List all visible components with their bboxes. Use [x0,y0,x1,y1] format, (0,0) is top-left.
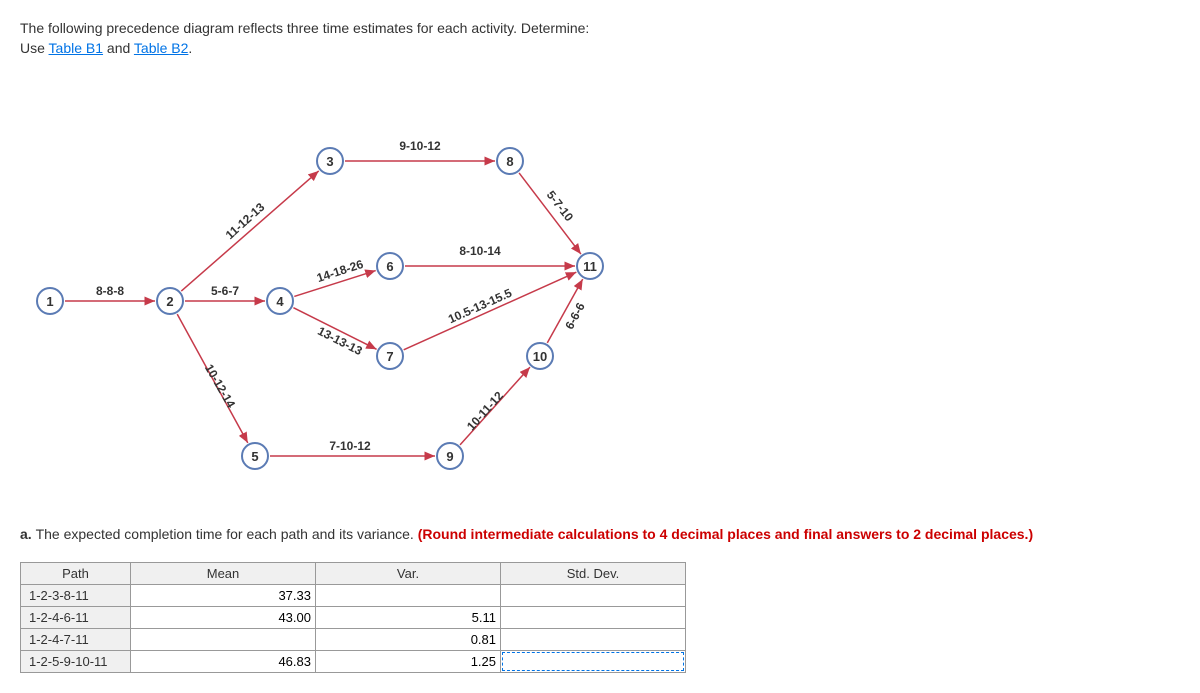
node-7: 7 [376,342,404,370]
col-header: Var. [316,563,501,585]
std-cell[interactable] [501,585,686,607]
edge-label-6-11: 8-10-14 [459,244,500,258]
edge-label-2-4: 5-6-7 [211,284,239,298]
path-cell: 1-2-3-8-11 [21,585,131,607]
var-cell[interactable] [316,585,501,607]
node-11: 11 [576,252,604,280]
table-row: 1-2-4-6-11 [21,607,686,629]
var-input[interactable] [316,585,500,606]
edges-svg [20,96,720,496]
part-a-text: a. The expected completion time for each… [20,526,1180,542]
results-table: PathMeanVar.Std. Dev. 1-2-3-8-111-2-4-6-… [20,562,686,673]
std-input[interactable] [501,585,685,606]
var-input[interactable] [316,607,500,628]
table-row: 1-2-3-8-11 [21,585,686,607]
std-input[interactable] [501,607,685,628]
std-cell[interactable] [501,607,686,629]
node-2: 2 [156,287,184,315]
mean-input[interactable] [131,629,315,650]
path-cell: 1-2-4-6-11 [21,607,131,629]
mean-cell[interactable] [131,607,316,629]
std-cell[interactable] [501,629,686,651]
std-input[interactable] [501,629,685,650]
mean-cell[interactable] [131,629,316,651]
question-line-1: The following precedence diagram reflect… [20,20,1180,36]
edge-label-5-9: 7-10-12 [329,439,370,453]
col-header: Std. Dev. [501,563,686,585]
node-8: 8 [496,147,524,175]
path-cell: 1-2-5-9-10-11 [21,651,131,673]
var-cell[interactable] [316,651,501,673]
mean-cell[interactable] [131,585,316,607]
path-cell: 1-2-4-7-11 [21,629,131,651]
mean-cell[interactable] [131,651,316,673]
link-table-b2[interactable]: Table B2 [134,40,188,56]
link-table-b1[interactable]: Table B1 [49,40,103,56]
var-cell[interactable] [316,629,501,651]
question-line-2: Use Table B1 and Table B2. [20,40,1180,56]
mean-input[interactable] [131,585,315,606]
col-header: Mean [131,563,316,585]
node-4: 4 [266,287,294,315]
node-3: 3 [316,147,344,175]
var-cell[interactable] [316,607,501,629]
var-input[interactable] [316,651,500,672]
question-block: The following precedence diagram reflect… [20,20,1180,56]
col-header: Path [21,563,131,585]
edge-label-3-8: 9-10-12 [399,139,440,153]
node-5: 5 [241,442,269,470]
table-row: 1-2-5-9-10-11 [21,651,686,673]
std-input[interactable] [501,651,685,672]
std-cell[interactable] [501,651,686,673]
precedence-diagram: 1234567891011 8-8-811-12-135-6-710-12-14… [20,96,720,496]
mean-input[interactable] [131,607,315,628]
node-1: 1 [36,287,64,315]
table-row: 1-2-4-7-11 [21,629,686,651]
node-10: 10 [526,342,554,370]
var-input[interactable] [316,629,500,650]
node-6: 6 [376,252,404,280]
edge-label-1-2: 8-8-8 [96,284,124,298]
node-9: 9 [436,442,464,470]
mean-input[interactable] [131,651,315,672]
